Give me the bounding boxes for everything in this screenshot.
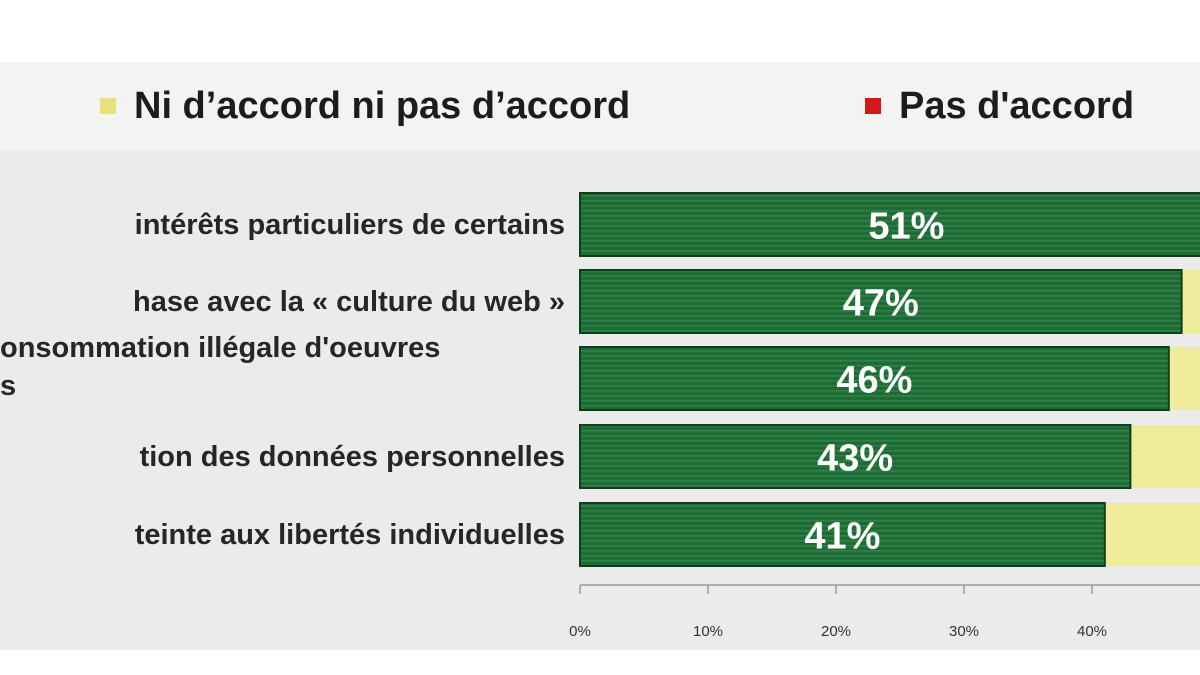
bar-value-label: 47%: [843, 283, 919, 325]
bar-neutral: [1168, 347, 1200, 410]
bar-value-label: 46%: [836, 360, 912, 402]
category-label: intérêts particuliers de certains: [0, 206, 565, 244]
category-label: teinte aux libertés individuelles: [0, 516, 565, 554]
legend-swatch-neutral: [100, 98, 116, 114]
legend-swatch-disagree: [865, 98, 881, 114]
category-label: onsommation illégale d'oeuvres s: [0, 329, 565, 405]
category-label: tion des données personnelles: [0, 438, 565, 476]
category-label-line: s: [0, 369, 17, 402]
x-tick-label: 30%: [949, 623, 979, 640]
category-label-line: tion des données personnelles: [139, 440, 565, 473]
category-label-line: onsommation illégale d'oeuvres: [0, 331, 441, 364]
bar-agree: [579, 269, 1183, 334]
legend: Ni d’accord ni pas d’accord Pas d'accord: [0, 62, 1200, 150]
bar-neutral: [1181, 270, 1200, 333]
bar-agree: [579, 424, 1132, 489]
category-label: hase avec la « culture du web »: [0, 283, 565, 321]
bar-agree: [579, 502, 1106, 567]
bar-value-label: 51%: [868, 206, 944, 248]
bar-agree: [579, 346, 1170, 411]
bar-neutral: [1104, 503, 1200, 566]
category-label-line: teinte aux libertés individuelles: [134, 518, 565, 551]
bar-agree: [579, 192, 1200, 257]
x-tick-label: 0%: [569, 623, 591, 640]
bar-neutral: [1130, 425, 1200, 488]
category-label-line: intérêts particuliers de certains: [134, 208, 565, 241]
x-tick-label: 20%: [821, 623, 851, 640]
legend-label-disagree: Pas d'accord: [899, 84, 1135, 127]
legend-label-neutral: Ni d’accord ni pas d’accord: [134, 84, 631, 127]
legend-item-neutral: Ni d’accord ni pas d’accord: [100, 84, 631, 127]
bar-value-label: 41%: [804, 516, 880, 558]
x-tick-label: 10%: [693, 623, 723, 640]
legend-item-disagree: Pas d'accord: [865, 84, 1135, 127]
bar-value-label: 43%: [817, 438, 893, 480]
x-tick-label: 40%: [1077, 623, 1107, 640]
category-label-line: hase avec la « culture du web »: [133, 285, 565, 318]
